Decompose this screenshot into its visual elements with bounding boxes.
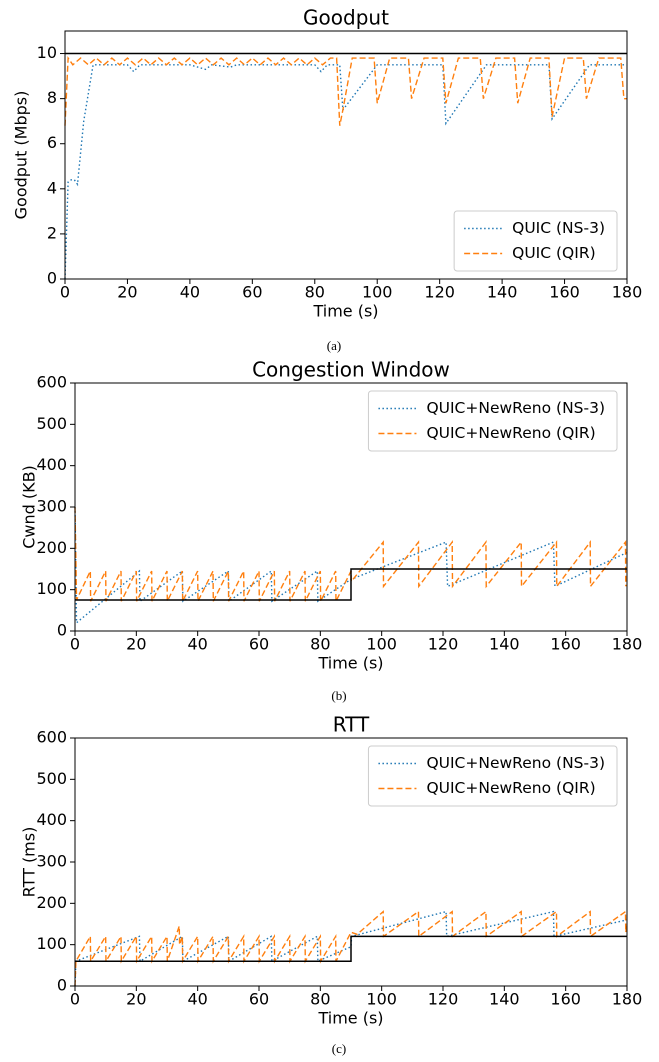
x-tick-label: 60	[242, 283, 262, 302]
x-tick-label: 160	[549, 283, 580, 302]
y-tick-label: 100	[36, 934, 67, 953]
chart-title: RTT	[333, 713, 370, 737]
x-axis-label: Time (s)	[317, 1009, 383, 1028]
y-tick-label: 2	[47, 223, 57, 242]
x-tick-label: 160	[550, 990, 581, 1009]
x-tick-label: 120	[428, 635, 459, 654]
y-axis-label: Cwnd (KB)	[20, 465, 39, 549]
plot-frame	[64, 30, 628, 280]
data-line	[64, 64, 627, 280]
x-tick-label: 40	[187, 635, 207, 654]
x-tick-label: 0	[70, 990, 80, 1009]
y-tick-label: 400	[36, 810, 67, 829]
y-axis-label: RTT (ms)	[20, 827, 39, 898]
chart-title: Goodput	[303, 6, 389, 30]
chart-title: Congestion Window	[252, 358, 450, 382]
x-tick-label: 60	[249, 990, 269, 1009]
y-axis-label: Goodput (Mbps)	[12, 91, 31, 220]
x-tick-label: 0	[60, 283, 70, 302]
y-tick-label: 200	[36, 538, 67, 557]
x-tick-label: 120	[428, 990, 459, 1009]
legend-label: QUIC (NS-3)	[512, 219, 605, 237]
caption: (a)	[327, 338, 341, 353]
x-tick-label: 0	[70, 635, 80, 654]
data-line	[74, 506, 628, 625]
y-tick-label: 10	[37, 43, 57, 62]
x-tick-label: 180	[612, 635, 643, 654]
y-tick-label: 300	[36, 497, 67, 516]
data-line	[75, 568, 627, 601]
x-tick-label: 100	[366, 990, 397, 1009]
data-line	[75, 935, 627, 962]
y-tick-label: 200	[36, 893, 67, 912]
x-tick-label: 60	[249, 635, 269, 654]
legend-label: QUIC+NewReno (QIR)	[426, 779, 595, 797]
x-tick-label: 80	[310, 990, 330, 1009]
y-tick-label: 0	[47, 269, 57, 288]
y-tick-label: 4	[47, 178, 57, 197]
x-tick-label: 80	[310, 635, 330, 654]
x-tick-label: 20	[126, 635, 146, 654]
legend-label: QUIC (QIR)	[512, 244, 596, 262]
x-tick-label: 80	[305, 283, 325, 302]
x-tick-label: 120	[424, 283, 455, 302]
y-tick-label: 0	[57, 621, 67, 640]
x-tick-label: 20	[126, 990, 146, 1009]
x-tick-label: 180	[612, 990, 643, 1009]
x-axis-label: Time (s)	[312, 302, 378, 321]
data-line	[74, 910, 628, 987]
x-tick-label: 180	[612, 283, 643, 302]
y-tick-label: 600	[36, 728, 67, 747]
legend-label: QUIC+NewReno (QIR)	[426, 424, 595, 442]
y-tick-label: 500	[36, 769, 67, 788]
x-tick-label: 40	[187, 990, 207, 1009]
y-tick-label: 100	[36, 579, 67, 598]
y-tick-label: 0	[57, 976, 67, 995]
y-tick-label: 8	[47, 88, 57, 107]
caption: (c)	[332, 1041, 346, 1056]
legend-label: QUIC+NewReno (NS-3)	[426, 399, 605, 417]
x-tick-label: 140	[489, 635, 520, 654]
data-line	[64, 55, 627, 126]
legend-label: QUIC+NewReno (NS-3)	[426, 754, 605, 772]
x-tick-label: 140	[487, 283, 518, 302]
x-tick-label: 100	[366, 635, 397, 654]
y-tick-label: 500	[36, 414, 67, 433]
legend-box	[453, 210, 618, 272]
x-tick-label: 140	[489, 990, 520, 1009]
x-tick-label: 100	[362, 283, 393, 302]
y-tick-label: 600	[36, 373, 67, 392]
legend-box	[367, 745, 618, 807]
x-tick-label: 40	[180, 283, 200, 302]
y-tick-label: 400	[36, 455, 67, 474]
data-line	[74, 506, 627, 602]
y-tick-label: 6	[47, 133, 57, 152]
caption: (b)	[331, 688, 346, 703]
x-tick-label: 160	[550, 635, 581, 654]
y-tick-label: 300	[36, 852, 67, 871]
x-tick-label: 20	[117, 283, 137, 302]
x-axis-label: Time (s)	[317, 654, 383, 673]
legend-box	[367, 390, 618, 452]
